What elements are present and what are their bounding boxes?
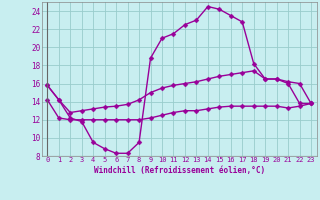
X-axis label: Windchill (Refroidissement éolien,°C): Windchill (Refroidissement éolien,°C) xyxy=(94,166,265,175)
